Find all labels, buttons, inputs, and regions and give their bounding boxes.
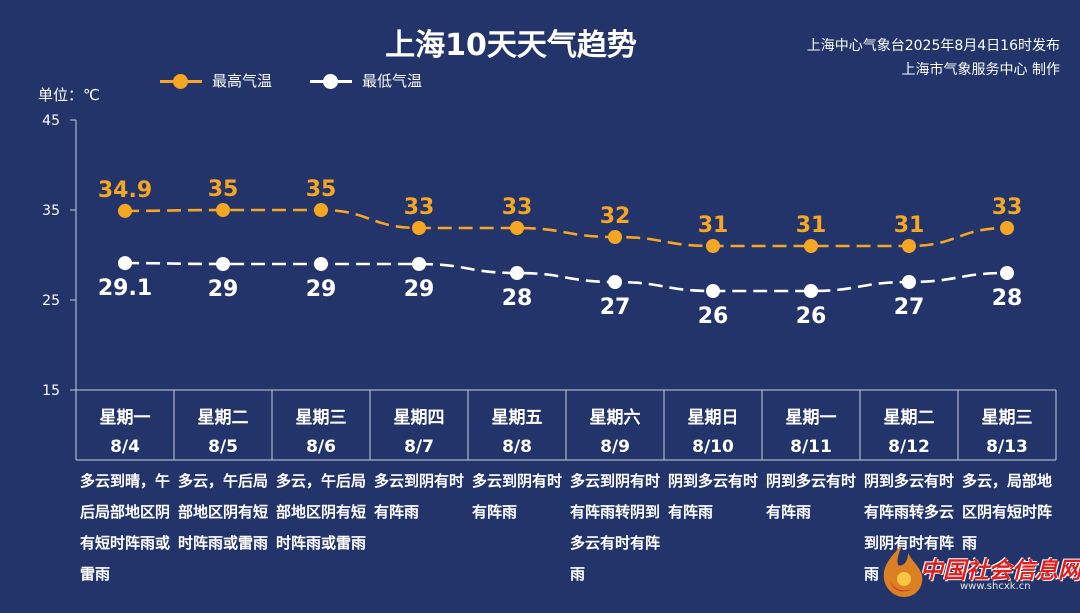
x-date-label: 8/9: [600, 437, 630, 457]
high-temp-point: [902, 239, 916, 253]
y-tick-label: 35: [42, 203, 60, 219]
low-temp-label: 26: [796, 304, 827, 329]
high-temp-label: 35: [208, 177, 239, 202]
x-weekday-label: 星期二: [884, 408, 935, 428]
x-weekday-label: 星期六: [590, 407, 641, 428]
low-temp-point: [314, 257, 328, 271]
high-temp-label: 32: [600, 204, 631, 229]
weather-description: 多云到阴有时有阵雨转阴到多云有时有阵雨: [570, 472, 661, 583]
x-date-label: 8/10: [692, 437, 734, 457]
x-weekday-label: 星期一: [786, 408, 837, 428]
weather-description: 阴到多云有时有阵雨转多云到阴有时有阵雨: [864, 472, 955, 583]
low-temp-point: [510, 266, 524, 280]
high-temp-label: 31: [698, 213, 729, 238]
low-temp-point: [412, 257, 426, 271]
watermark-url: www.shcxk.cn: [960, 581, 1031, 592]
y-tick-label: 15: [42, 383, 60, 399]
y-tick-label: 45: [42, 113, 60, 129]
high-temp-label: 33: [992, 195, 1023, 220]
high-temp-label: 34.9: [98, 178, 152, 203]
low-temp-point: [216, 257, 230, 271]
weather-description: 多云到阴有时有阵雨: [374, 472, 465, 521]
x-date-label: 8/12: [888, 437, 930, 457]
low-temp-label: 29: [306, 277, 337, 302]
x-date-label: 8/13: [986, 437, 1028, 457]
low-temp-point: [118, 256, 132, 271]
low-temp-label: 28: [502, 286, 533, 311]
x-weekday-label: 星期一: [100, 408, 151, 428]
low-temp-point: [1000, 266, 1014, 280]
low-temp-label: 27: [600, 295, 631, 320]
x-date-label: 8/11: [790, 437, 832, 457]
low-temp-label: 26: [698, 304, 729, 329]
low-temp-label: 27: [894, 295, 925, 320]
x-date-label: 8/8: [502, 437, 532, 457]
high-temp-label: 33: [404, 195, 435, 220]
x-date-label: 8/7: [404, 437, 434, 457]
weather-description: 多云，午后局部地区阴有短时阵雨或雷雨: [276, 472, 367, 552]
low-temp-label: 29: [404, 277, 435, 302]
x-date-label: 8/5: [208, 437, 238, 457]
x-weekday-label: 星期五: [492, 408, 543, 428]
weather-description: 阴到多云有时有阵雨: [766, 472, 857, 521]
low-temp-point: [902, 275, 916, 289]
chart-title: 上海10天天气趋势: [385, 28, 637, 63]
y-tick-label: 25: [42, 293, 60, 309]
high-temp-point: [706, 239, 720, 253]
x-weekday-label: 星期三: [982, 408, 1033, 428]
x-weekday-label: 星期三: [296, 408, 347, 428]
high-temp-label: 33: [502, 195, 533, 220]
x-weekday-label: 星期日: [688, 408, 739, 428]
legend-low-marker-icon: [323, 74, 338, 89]
high-temp-point: [216, 203, 230, 217]
x-weekday-label: 星期四: [394, 408, 445, 428]
source-issuer: 上海中心气象台2025年8月4日16时发布: [806, 38, 1060, 54]
high-temp-point: [1000, 221, 1014, 235]
legend-high-label: 最高气温: [212, 72, 273, 90]
low-temp-label: 29: [208, 277, 239, 302]
weather-description: 多云到晴，午后局部地区阴有短时阵雨或雷雨: [80, 472, 171, 583]
low-temp-point: [706, 284, 720, 298]
low-temp-label: 29.1: [98, 276, 152, 301]
source-info: 上海中心气象台2025年8月4日16时发布 上海市气象服务中心 制作: [807, 34, 1060, 82]
x-weekday-label: 星期二: [198, 408, 249, 428]
low-temp-point: [804, 284, 818, 298]
legend-low-label: 最低气温: [362, 72, 423, 90]
x-date-label: 8/4: [110, 437, 140, 457]
low-temp-point: [608, 275, 622, 289]
high-temp-line: [124, 208, 1008, 248]
weather-descriptions: 多云到晴，午后局部地区阴有短时阵雨或雷雨 多云，午后局部地区阴有短时阵雨或雷雨 多云…: [76, 466, 1056, 606]
watermark-text: 中国社会信息网: [920, 558, 1080, 584]
weather-description: 多云，午后局部地区阴有短时阵雨或雷雨: [178, 472, 269, 552]
high-temp-point: [412, 221, 426, 235]
high-temp-label: 35: [306, 177, 337, 202]
high-temp-point: [118, 203, 132, 218]
weather-description: 多云到阴有时有阵雨: [472, 472, 563, 521]
high-temp-label: 31: [796, 213, 827, 238]
low-temp-line: [124, 261, 1008, 293]
legend-high-marker-icon: [173, 74, 188, 89]
high-temp-point: [804, 239, 818, 253]
low-temp-label: 28: [992, 286, 1023, 311]
y-axis-unit-label: 单位：℃: [38, 86, 100, 104]
high-temp-point: [510, 221, 524, 235]
high-temp-point: [314, 203, 328, 217]
watermark: 中国社会信息网 www.shcxk.cn: [872, 537, 1080, 607]
flame-logo-icon: [883, 545, 923, 597]
source-producer: 上海市气象服务中心 制作: [901, 62, 1060, 78]
weather-description: 多云，局部地区阴有短时阵雨: [962, 472, 1053, 552]
high-temp-point: [608, 230, 622, 244]
x-date-label: 8/6: [306, 437, 336, 457]
high-temp-label: 31: [894, 213, 925, 238]
weather-description: 阴到多云有时有阵雨: [668, 472, 759, 521]
